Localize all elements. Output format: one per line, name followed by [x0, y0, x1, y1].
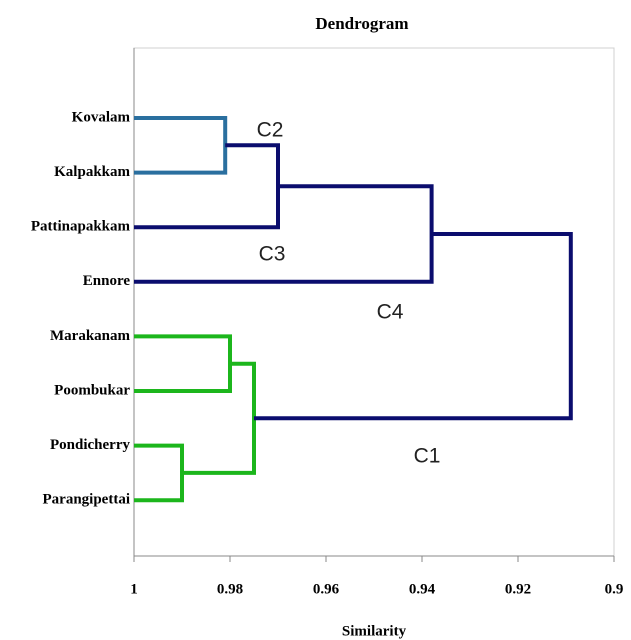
leaf-label: Parangipettai [43, 492, 131, 508]
leaf-label: Pondicherry [50, 437, 130, 453]
leaf-label: Kalpakkam [54, 164, 130, 180]
plot-frame [133, 47, 615, 557]
dendrogram-link [134, 443, 184, 503]
cluster-label: C1 [414, 445, 441, 468]
x-tick-label: 0.92 [505, 581, 531, 597]
leaf-label: Ennore [83, 273, 131, 289]
chart-title: Dendrogram [315, 14, 408, 33]
x-axis-title: Similarity [342, 623, 407, 639]
x-tick-label: 0.98 [217, 581, 243, 597]
dendrogram-link [134, 116, 228, 175]
dendrogram-link [134, 143, 280, 230]
cluster-label: C3 [259, 243, 286, 266]
leaf-label: Marakanam [50, 328, 131, 344]
x-tick-label: 0.94 [409, 581, 436, 597]
leaf-label: Kovalam [72, 109, 131, 125]
dendrogram-link [134, 334, 232, 393]
leaf-label: Pattinapakkam [31, 219, 131, 235]
dendrogram-link [254, 232, 573, 421]
x-tick-label: 0.9 [605, 581, 624, 597]
x-tick-label: 1 [130, 581, 138, 597]
leaf-label: Poombukar [54, 382, 130, 398]
dendrogram-link [182, 361, 256, 475]
cluster-label: C2 [257, 119, 284, 142]
cluster-label: C4 [377, 301, 404, 324]
dendrogram-link [134, 184, 434, 284]
x-tick-label: 0.96 [313, 581, 340, 597]
